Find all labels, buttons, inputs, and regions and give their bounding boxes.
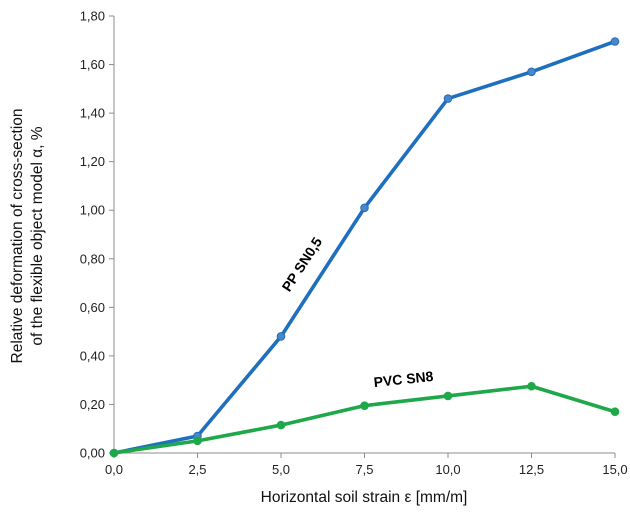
data-point-pvc [527, 381, 536, 391]
y-tick-label: 1,40 [80, 106, 105, 121]
data-point-pp [610, 37, 620, 46]
data-point-pp [527, 67, 536, 77]
data-point-pvc [610, 407, 620, 417]
x-ticks: 0,0 2,5 5,0 7,5 10,0 12,5 15,0 [105, 453, 628, 477]
data-point-pp [360, 203, 369, 213]
x-tick-label: 2,5 [188, 462, 206, 477]
y-tick-label: 0,00 [80, 446, 105, 461]
series-line-pvc [112, 384, 617, 455]
y-tick-label: 0,60 [80, 300, 105, 315]
data-point-pp [276, 332, 286, 341]
x-tick-label: 0,0 [105, 462, 123, 477]
y-ticks: 0,00 0,20 0,40 0,60 0,80 1,00 1,20 1,40 1,60 1,80 [80, 9, 114, 461]
data-point-pp [443, 94, 453, 103]
y-tick-label: 1,80 [80, 9, 105, 24]
y-axis-title-line-2: of the flexible object model α, % [29, 126, 46, 345]
series-line-pp [112, 39, 617, 455]
x-tick-label: 5,0 [272, 462, 290, 477]
y-tick-label: 1,00 [80, 203, 105, 218]
series-label-pp: PP SN0,5 [278, 234, 325, 294]
x-axis-title: Horizontal soil strain ε [mm/m] [261, 489, 468, 506]
data-point-pvc [276, 420, 286, 430]
data-point-pvc [193, 436, 202, 446]
x-tick-label: 15,0 [602, 462, 627, 477]
y-tick-label: 1,60 [80, 57, 105, 72]
y-tick-label: 0,20 [80, 397, 105, 412]
x-tick-label: 10,0 [435, 462, 460, 477]
y-axis-title: Relative deformation of cross-section of… [9, 108, 46, 363]
x-tick-label: 7,5 [355, 462, 373, 477]
series-layer [109, 37, 620, 458]
y-tick-label: 0,80 [80, 251, 105, 266]
y-axis-title-line-1: Relative deformation of cross-section [9, 108, 26, 363]
y-tick-label: 0,40 [80, 348, 105, 363]
y-tick-label: 1,20 [80, 154, 105, 169]
data-point-pvc [443, 391, 453, 401]
data-point-pvc [109, 448, 119, 458]
data-point-pvc [360, 401, 369, 410]
series-label-pvc: PVC SN8 [373, 368, 434, 390]
x-tick-label: 12,5 [519, 462, 544, 477]
